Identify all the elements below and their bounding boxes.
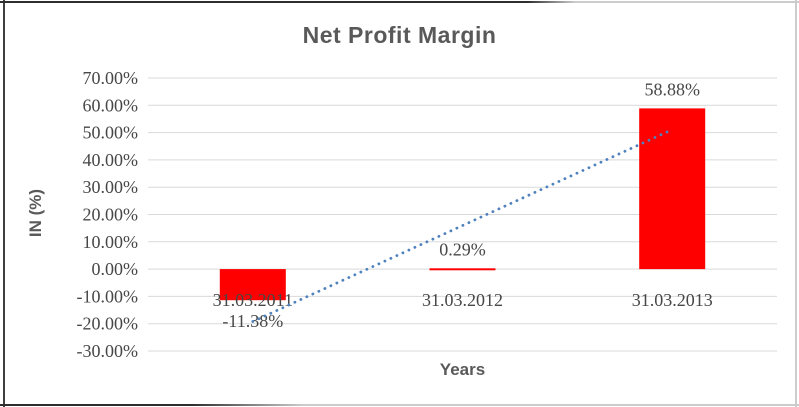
frame-border-left <box>3 0 5 407</box>
y-tick-label: 0.00% <box>92 259 139 279</box>
y-tick-label: 40.00% <box>83 150 139 170</box>
bar <box>429 268 496 271</box>
y-tick-label: -20.00% <box>77 314 139 334</box>
category-label: 31.03.2012 <box>422 290 503 310</box>
data-label: 0.29% <box>439 239 486 259</box>
frame-border-bottom <box>0 404 799 406</box>
y-tick-label: -10.00% <box>77 286 139 306</box>
y-tick-label: 60.00% <box>83 95 139 115</box>
frame-border-top <box>0 1 799 3</box>
trendline <box>251 128 674 323</box>
bar <box>219 269 286 301</box>
y-tick-label: 50.00% <box>83 123 139 143</box>
chart-title: Net Profit Margin <box>302 22 497 48</box>
category-label: 31.03.2013 <box>632 290 713 310</box>
y-tick-label: 70.00% <box>83 68 139 88</box>
data-label: 58.88% <box>644 79 700 99</box>
y-tick-label: 30.00% <box>83 177 139 197</box>
category-label: 31.03.2011 <box>213 290 293 310</box>
x-axis-title: Years <box>439 360 486 379</box>
y-tick-label: 10.00% <box>83 232 139 252</box>
y-tick-label: 20.00% <box>83 205 139 225</box>
bar <box>639 108 706 270</box>
y-tick-label: -30.00% <box>77 341 139 361</box>
frame-border-right <box>795 0 797 407</box>
